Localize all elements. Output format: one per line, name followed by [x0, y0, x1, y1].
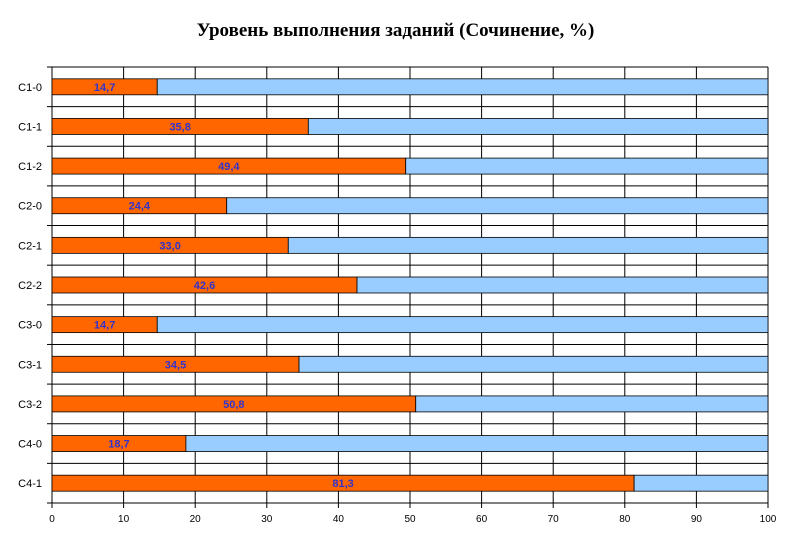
bar-segment-remaining [156, 78, 769, 96]
x-tick-label: 80 [619, 514, 631, 525]
data-label: 42,6 [194, 280, 215, 292]
data-label: 24,4 [129, 201, 151, 213]
data-label: 33,0 [159, 240, 180, 252]
x-tick-label: 60 [476, 514, 488, 525]
x-tick-label: 0 [49, 514, 55, 525]
bar-segment-remaining [287, 236, 769, 254]
x-tick-label: 70 [548, 514, 560, 525]
bar-segment-remaining [307, 118, 769, 135]
x-tick-label: 100 [760, 514, 777, 525]
x-tick-label: 90 [691, 514, 703, 525]
category-label: С4-0 [18, 439, 42, 451]
data-label: 81,3 [332, 478, 353, 490]
category-label: С4-1 [18, 478, 42, 490]
category-label: С2-2 [18, 280, 42, 292]
category-label: С2-1 [18, 240, 42, 252]
bar-segment-remaining [633, 474, 769, 492]
x-tick-label: 10 [118, 514, 130, 525]
category-label: С3-0 [18, 320, 42, 332]
bar-segment-remaining [356, 276, 769, 294]
data-label: 14,7 [94, 320, 115, 332]
x-tick-label: 20 [190, 514, 202, 525]
data-label: 34,5 [165, 359, 186, 371]
bar-segment-remaining [156, 316, 769, 334]
data-label: 49,4 [218, 161, 240, 173]
bar-segment-remaining [185, 435, 769, 452]
x-tick-label: 30 [261, 514, 273, 525]
category-label: С3-1 [18, 359, 42, 371]
category-label: С1-1 [18, 121, 42, 133]
data-label: 50,8 [223, 399, 244, 411]
category-label: С1-2 [18, 161, 42, 173]
category-label: С1-0 [18, 82, 42, 94]
data-label: 18,7 [108, 439, 129, 451]
category-label: С2-0 [18, 201, 42, 213]
data-label: 35,8 [169, 121, 190, 133]
bar-segment-remaining [415, 395, 769, 413]
bar-segment-remaining [405, 157, 769, 175]
bar-segment-remaining [298, 355, 769, 373]
category-label: С3-2 [18, 399, 42, 411]
x-tick-label: 40 [333, 514, 345, 525]
x-tick-label: 50 [404, 514, 416, 525]
bar-segment-remaining [226, 197, 769, 215]
data-label: 14,7 [94, 82, 115, 94]
chart-title: Уровень выполнения заданий (Сочинение, %… [196, 20, 595, 41]
